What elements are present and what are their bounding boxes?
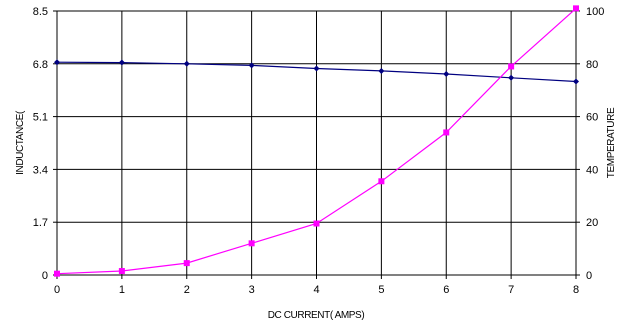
y-right-tick-label: 80 [586, 59, 598, 71]
series-2-point [313, 220, 320, 227]
series-1-point [248, 62, 255, 69]
series-1-point [118, 59, 125, 66]
x-tick-label: 5 [378, 284, 384, 296]
series-2-point [573, 5, 579, 12]
y-axis-right-label: TEMPERATURE [606, 107, 617, 178]
y-right-tick-label: 0 [586, 270, 592, 282]
series-1-point [508, 74, 515, 81]
y-left-tick-label: 3.4 [33, 164, 48, 176]
series-2 [54, 5, 579, 277]
y-left-tick-label: 0 [42, 270, 48, 282]
series-2-point [508, 63, 515, 70]
series-1-point [378, 67, 385, 74]
series-1-point [573, 78, 579, 85]
series-1-point [183, 60, 190, 67]
series-2-point [54, 270, 60, 277]
series-layer [54, 5, 579, 277]
series-2-point [183, 260, 190, 267]
x-axis-label: DC CURRENT( AMPS) [268, 310, 365, 321]
y-right-tick-label: 60 [586, 112, 598, 124]
y-right-tick-label: 40 [586, 164, 598, 176]
x-tick-label: 6 [443, 284, 449, 296]
x-tick-label: 2 [184, 284, 190, 296]
series-1-point [54, 59, 60, 66]
x-tick-label: 4 [313, 284, 319, 296]
x-tick-label: 8 [573, 284, 579, 296]
grid [53, 10, 580, 279]
series-1 [54, 59, 579, 85]
y-right-tick-label: 20 [586, 217, 598, 229]
series-2-point [248, 240, 255, 247]
x-tick-label: 1 [119, 284, 125, 296]
y-left-tick-label: 1.7 [33, 217, 48, 229]
series-2-point [443, 129, 450, 136]
series-1-point [313, 65, 320, 72]
x-tick-label: 0 [54, 284, 60, 296]
x-tick-label: 7 [508, 284, 514, 296]
x-tick-label: 3 [249, 284, 255, 296]
y-left-tick-label: 5.1 [33, 112, 48, 124]
y-axis-left-label: INDUCTANCE( [15, 110, 26, 175]
series-2-point [378, 178, 385, 185]
series-2-point [118, 268, 125, 275]
y-left-tick-label: 8.5 [33, 6, 48, 18]
series-1-point [443, 71, 450, 78]
y-right-tick-label: 100 [586, 6, 604, 18]
y-left-tick-label: 6.8 [33, 59, 48, 71]
